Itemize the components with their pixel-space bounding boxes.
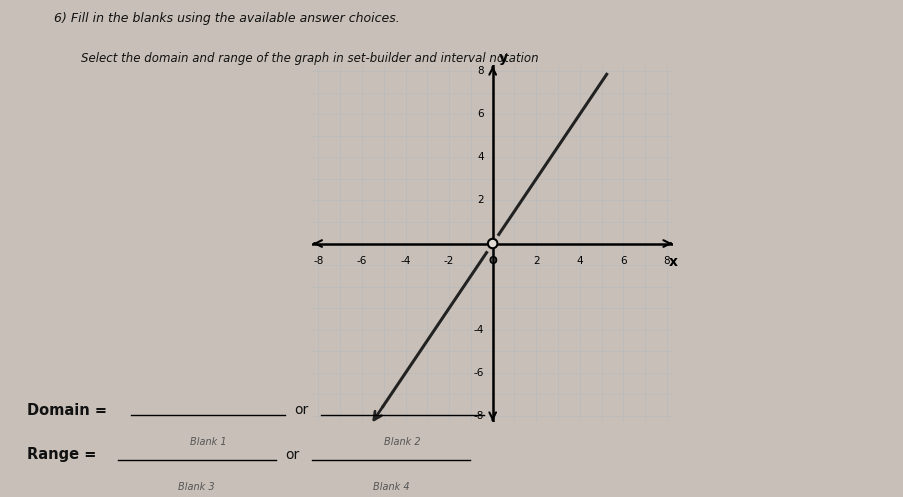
Text: Blank 4: Blank 4	[372, 482, 409, 492]
Text: 2: 2	[533, 256, 539, 266]
Text: y: y	[498, 51, 507, 65]
Text: Domain =: Domain =	[27, 403, 112, 417]
Text: 6: 6	[477, 109, 483, 119]
Text: 6: 6	[619, 256, 626, 266]
Text: Range =: Range =	[27, 447, 101, 462]
Text: -8: -8	[312, 256, 323, 266]
Text: -4: -4	[473, 325, 483, 335]
Text: 6) Fill in the blanks using the available answer choices.: 6) Fill in the blanks using the availabl…	[54, 12, 399, 25]
Text: 8: 8	[663, 256, 669, 266]
Text: -6: -6	[357, 256, 367, 266]
Text: -8: -8	[473, 411, 483, 421]
Text: Blank 1: Blank 1	[190, 437, 226, 447]
Text: Select the domain and range of the graph in set-builder and interval notation: Select the domain and range of the graph…	[81, 52, 538, 65]
Text: or: or	[284, 448, 299, 462]
Text: 2: 2	[477, 195, 483, 205]
Text: 4: 4	[477, 152, 483, 163]
Text: Blank 3: Blank 3	[178, 482, 215, 492]
Circle shape	[488, 239, 497, 248]
Text: -2: -2	[443, 256, 454, 266]
Text: 4: 4	[576, 256, 582, 266]
Text: 8: 8	[477, 66, 483, 76]
Text: -4: -4	[400, 256, 410, 266]
Text: Blank 2: Blank 2	[384, 437, 420, 447]
Text: x: x	[668, 255, 677, 269]
Text: or: or	[293, 403, 308, 417]
Text: O: O	[488, 256, 497, 266]
Text: -6: -6	[473, 368, 483, 378]
